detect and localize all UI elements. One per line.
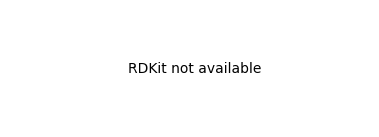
Text: RDKit not available: RDKit not available: [128, 62, 261, 76]
